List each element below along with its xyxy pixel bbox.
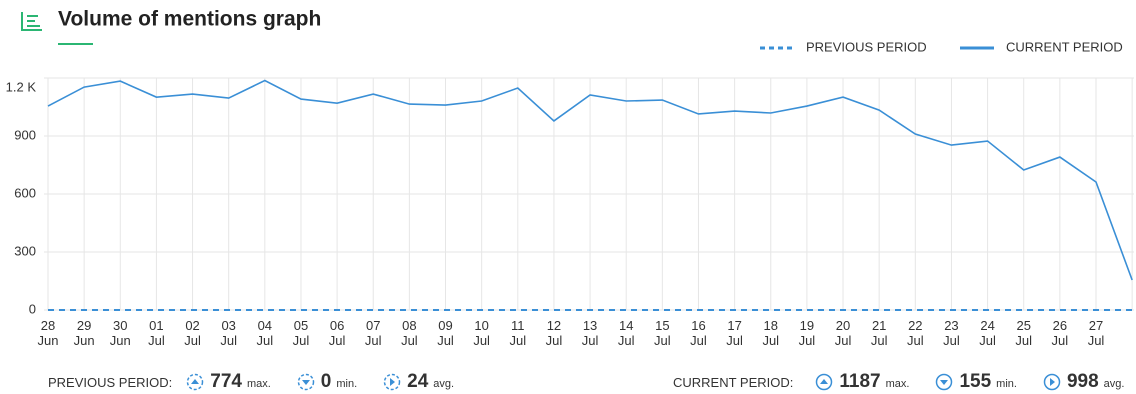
x-tick-label: 16 Jul [690,318,707,348]
stat-unit: avg. [433,378,455,390]
x-tick-label: 22 Jul [906,318,924,348]
x-tick-label: 09 Jul [437,318,454,348]
x-tick-label: 06 Jul [328,318,346,348]
stat-unit: max. [246,378,271,390]
x-tick-label: 27 Jul [1087,318,1105,348]
y-tick-label: 900 [14,127,36,142]
avg-icon [1043,373,1061,391]
x-tick-label: 12 Jul [545,318,563,348]
y-tick-label: 600 [14,185,36,200]
stat: 1187 max. [815,371,909,393]
x-tick-label: 25 Jul [1015,318,1033,348]
current-stats: CURRENT PERIOD: 1187 max. 155 min. 998 avg. [673,371,1124,393]
y-tick-label: 300 [14,243,36,258]
max-icon [187,373,204,391]
x-tick-label: 14 Jul [617,318,635,348]
max-icon [816,373,833,391]
stat-value: 774 [210,371,242,392]
stats-label: CURRENT PERIOD: [673,374,794,390]
x-tick-label: 05 Jul [292,318,310,348]
x-tick-label: 24 Jul [979,318,996,348]
x-tick-label: 08 Jul [401,318,418,348]
x-tick-label: 20 Jul [834,318,852,348]
x-tick-label: 17 Jul [726,318,743,348]
chart-title: Volume of mentions graph [58,8,321,31]
x-tick-label: 30 Jun [109,318,131,348]
title-icon [21,12,42,31]
previous-stats: PREVIOUS PERIOD: 774 max. 0 min. 24 avg. [48,371,480,393]
x-tick-label: 04 Jul [256,318,274,348]
stat-value: 1187 [839,371,881,392]
legend-label: CURRENT PERIOD [1006,39,1123,54]
x-tick-label: 23 Jul [943,318,960,348]
series-line [47,79,1133,281]
stat-value: 0 [320,371,332,392]
stat: 774 max. [186,371,271,393]
x-tick-label: 19 Jul [798,318,816,348]
x-tick-label: 02 Jul [184,318,201,348]
x-tick-label: 18 Jul [762,318,780,348]
min-icon [297,373,315,391]
x-tick-label: 11 Jul [509,318,527,348]
stat-unit: min. [996,378,1017,390]
x-tick-label: 01 Jul [148,318,165,348]
stat: 155 min. [935,371,1017,393]
x-tick-label: 03 Jul [220,318,237,348]
stats-label: PREVIOUS PERIOD: [48,374,173,390]
y-tick-label: 1.2 K [6,79,37,94]
stat-unit: avg. [1103,378,1125,390]
avg-icon [383,373,401,391]
min-icon [936,373,953,391]
stat-value: 998 [1066,371,1099,392]
stat: 0 min. [297,371,357,393]
x-tick-label: 26 Jul [1051,318,1069,348]
stat: 24 avg. [383,371,454,393]
stat: 998 avg. [1043,371,1125,393]
x-tick-label: 10 Jul [473,318,490,348]
stat-unit: min. [336,378,358,390]
stat-value: 155 [959,371,992,392]
stat-unit: max. [885,378,910,390]
x-tick-label: 28 Jun [37,318,59,348]
x-tick-label: 13 Jul [581,318,599,348]
y-tick-label: 0 [29,301,36,316]
x-tick-label: 07 Jul [364,318,382,348]
x-tick-label: 29 Jun [73,318,95,348]
legend-label: PREVIOUS PERIOD [806,39,927,54]
x-tick-label: 15 Jul [654,318,671,348]
stat-value: 24 [407,371,429,392]
x-tick-label: 21 Jul [870,318,888,348]
